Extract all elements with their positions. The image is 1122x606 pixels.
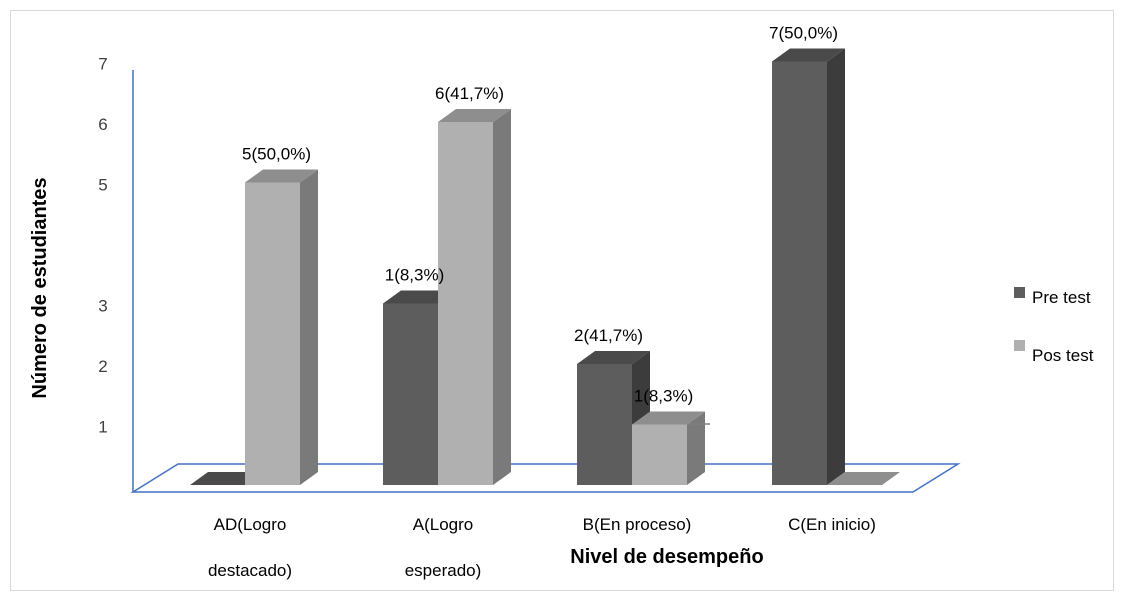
- bar: [772, 48, 845, 485]
- bar-front: [577, 364, 632, 485]
- x-category-label: A(Logro: [413, 515, 473, 534]
- legend-label: Pre test: [1032, 288, 1091, 307]
- bar-side: [300, 169, 318, 485]
- bar: [827, 472, 900, 485]
- legend-swatch: [1014, 340, 1025, 351]
- x-category-label: destacado): [208, 561, 292, 580]
- y-tick-label: 6: [98, 115, 107, 134]
- bar-front: [245, 182, 300, 485]
- x-category-label: esperado): [405, 561, 482, 580]
- y-tick-label: 5: [98, 176, 107, 195]
- bar-top: [438, 109, 511, 122]
- chart-frame: [10, 10, 1114, 591]
- legend-swatch: [1014, 287, 1025, 298]
- bar-front: [383, 303, 438, 485]
- y-tick-label: 1: [98, 418, 107, 437]
- bar-top: [772, 48, 845, 62]
- bar-top: [632, 411, 705, 425]
- bar: [190, 472, 263, 485]
- y-axis-title: Número de estudiantes: [29, 177, 51, 398]
- data-label: 7(50,0%): [769, 24, 838, 43]
- data-label: 1(8,3%): [634, 387, 694, 406]
- bar-top: [383, 290, 456, 304]
- bar-zero-slab: [190, 472, 263, 485]
- y-tick-label: 7: [98, 55, 107, 74]
- data-label: 2(41,7%): [574, 326, 643, 345]
- bar-front: [438, 122, 493, 485]
- x-category-label: B(En proceso): [583, 515, 692, 534]
- y-tick-label: 2: [98, 357, 107, 376]
- y-tick-label: 3: [98, 297, 107, 316]
- bar-top: [577, 351, 650, 364]
- data-label: 6(41,7%): [435, 84, 504, 103]
- bar-side: [687, 411, 705, 485]
- bar: [245, 169, 318, 485]
- bar-side: [827, 48, 845, 485]
- bar-side: [493, 109, 511, 485]
- chart-floor: [130, 463, 961, 493]
- bar-top: [245, 169, 318, 183]
- data-label: 1(8,3%): [385, 266, 445, 285]
- bar-front: [632, 424, 687, 485]
- x-category-label: C(En inicio): [788, 515, 876, 534]
- bar-front: [772, 61, 827, 485]
- x-category-label: AD(Logro: [214, 515, 287, 534]
- bar-zero-slab: [827, 472, 900, 485]
- bar: [438, 109, 511, 485]
- bar: [632, 411, 705, 485]
- legend-label: Pos test: [1032, 346, 1094, 365]
- data-label: 5(50,0%): [242, 145, 311, 164]
- x-axis-title: Nivel de desempeño: [570, 546, 763, 568]
